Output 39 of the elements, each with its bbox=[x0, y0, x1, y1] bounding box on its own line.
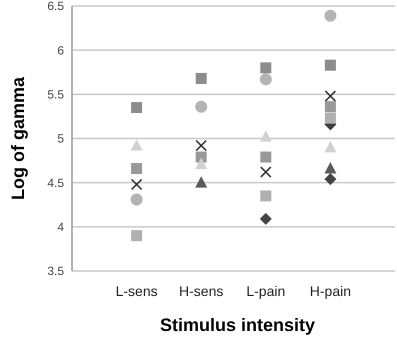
point bbox=[260, 190, 272, 202]
point bbox=[130, 139, 143, 151]
point bbox=[324, 173, 336, 186]
point bbox=[324, 10, 336, 22]
y-tick-label: 3.5 bbox=[47, 264, 64, 278]
x-tick-label: H-pain bbox=[310, 283, 352, 299]
point bbox=[131, 163, 142, 174]
point bbox=[260, 130, 272, 142]
y-axis-title: Log of gamma bbox=[8, 76, 28, 200]
point bbox=[131, 102, 142, 114]
point bbox=[260, 152, 272, 163]
point bbox=[196, 72, 207, 84]
point bbox=[260, 212, 272, 225]
y-tick-label: 5.5 bbox=[47, 88, 64, 102]
point bbox=[195, 140, 207, 152]
point bbox=[195, 176, 208, 188]
point bbox=[324, 140, 336, 152]
point bbox=[260, 73, 272, 86]
y-tick-label: 5 bbox=[57, 132, 64, 146]
x-axis-title: Stimulus intensity bbox=[160, 315, 316, 335]
point bbox=[260, 62, 272, 74]
x-tick-label: L-pain bbox=[246, 283, 286, 299]
point bbox=[260, 166, 272, 178]
point bbox=[131, 230, 142, 242]
x-tick-label: L-sens bbox=[116, 283, 158, 299]
y-tick-label: 6 bbox=[57, 43, 64, 58]
point bbox=[130, 193, 143, 206]
point bbox=[324, 90, 336, 102]
point bbox=[130, 178, 142, 190]
point bbox=[195, 158, 208, 170]
point bbox=[324, 101, 336, 112]
y-tick-label: 4.5 bbox=[47, 176, 64, 190]
y-tick-label: 6.5 bbox=[47, 0, 64, 14]
point bbox=[324, 60, 336, 71]
y-tick-label: 4 bbox=[57, 220, 64, 234]
point bbox=[324, 162, 336, 174]
point bbox=[195, 100, 208, 113]
point bbox=[324, 112, 336, 124]
x-tick-label: H-sens bbox=[179, 283, 224, 299]
